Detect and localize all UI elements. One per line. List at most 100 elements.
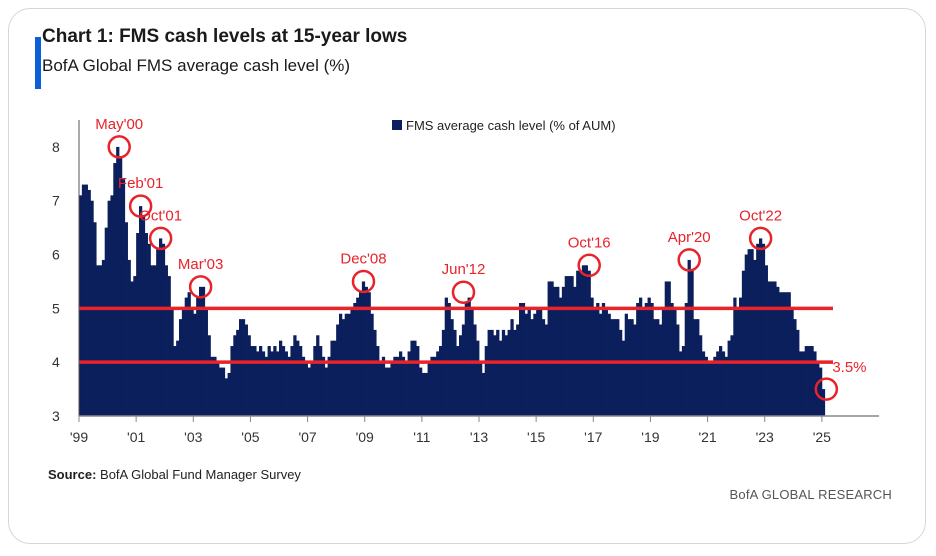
- data-bar-196: [639, 297, 643, 416]
- x-tick-label-1999: '99: [70, 429, 88, 445]
- x-tick-label-2021: '21: [698, 429, 716, 445]
- data-bar-181: [596, 302, 600, 416]
- data-bar-219: [704, 356, 708, 416]
- data-bar-42: [199, 286, 203, 416]
- data-bar-234: [747, 249, 751, 416]
- data-bar-96: [353, 302, 357, 416]
- data-bar-91: [339, 313, 343, 416]
- data-bar-250: [793, 319, 797, 416]
- peak-annotations: May'00 Feb'01 Oct'01 Mar'03 Dec'08 Jun'12 Oct'…: [95, 116, 867, 401]
- data-bar-165: [550, 281, 554, 416]
- data-bar-63: [259, 346, 263, 416]
- annotation-label-2: Oct'01: [139, 207, 182, 224]
- data-bar-169: [561, 286, 566, 416]
- data-bar-211: [681, 346, 686, 416]
- legend-label: FMS average cash level (% of AUM): [406, 118, 616, 133]
- data-bar-57: [241, 319, 246, 416]
- annotation-label-4: Dec'08: [340, 250, 386, 267]
- data-bar-118: [416, 346, 420, 416]
- annotation-circle-7: [677, 248, 701, 272]
- data-bar-252: [799, 351, 803, 416]
- annotation-label-1: Feb'01: [118, 175, 163, 192]
- x-tick-label-2017: '17: [584, 429, 602, 445]
- data-bar-94: [347, 313, 351, 416]
- annotation-label-6: Oct'16: [568, 234, 611, 251]
- legend: FMS average cash level (% of AUM): [392, 118, 616, 133]
- data-bar-19: [133, 276, 137, 416]
- data-bar-221: [710, 362, 714, 416]
- annotation-label-3: Mar'03: [178, 256, 223, 273]
- data-bar-29: [161, 243, 166, 416]
- data-bar-257: [813, 351, 817, 416]
- data-bar-186: [610, 319, 614, 416]
- data-bar-200: [650, 302, 654, 416]
- source-text: BofA Global Fund Manager Survey: [100, 467, 301, 482]
- data-bar-214: [690, 270, 694, 416]
- chart-subtitle: BofA Global FMS average cash level (%): [42, 56, 351, 75]
- data-bar-168: [559, 297, 563, 416]
- data-bar-244: [776, 286, 780, 416]
- data-bar-205: [664, 281, 668, 416]
- data-bar-45: [207, 335, 211, 416]
- data-bar-185: [607, 313, 611, 416]
- y-tick-label-7: 7: [52, 193, 60, 209]
- data-bar-73: [287, 356, 291, 416]
- data-bar-76: [296, 340, 300, 416]
- data-bar-150: [507, 329, 511, 416]
- data-bar-207: [670, 302, 674, 416]
- data-bar-28: [159, 238, 163, 416]
- data-bar-124: [433, 356, 437, 416]
- x-tick-label-2001: '01: [127, 429, 145, 445]
- annotation-circle-0: [107, 135, 131, 159]
- data-bar-8: [101, 259, 106, 416]
- data-bar-11: [110, 195, 114, 416]
- data-bar-107: [384, 367, 388, 416]
- data-bar-133: [459, 335, 463, 416]
- data-bar-173: [573, 286, 577, 416]
- data-bar-54: [233, 335, 237, 416]
- data-bar-70: [279, 340, 283, 416]
- y-tick-label-8: 8: [52, 139, 60, 155]
- data-bar-189: [619, 329, 623, 416]
- data-bar-102: [370, 313, 374, 416]
- data-bar-26: [153, 265, 157, 416]
- data-bar-113: [401, 356, 406, 416]
- annotation-label-7: Apr'20: [668, 229, 711, 246]
- data-bar-108: [387, 367, 391, 416]
- data-bar-190: [621, 340, 626, 416]
- annotation-label-5: Jun'12: [442, 261, 486, 278]
- data-bar-13: [116, 146, 120, 416]
- data-bar-243: [773, 281, 777, 416]
- data-bar-206: [667, 281, 671, 416]
- data-bar-58: [244, 324, 248, 416]
- data-bar-177: [584, 265, 588, 416]
- annotation-circle-6: [577, 253, 601, 278]
- data-bar-182: [599, 313, 603, 416]
- data-bar-145: [493, 335, 497, 416]
- data-bar-16: [124, 222, 128, 416]
- data-bar-46: [210, 356, 214, 416]
- data-bar-112: [399, 351, 403, 416]
- data-bar-238: [759, 238, 763, 416]
- data-bar-141: [481, 372, 486, 416]
- data-bar-60: [250, 346, 254, 416]
- data-bar-115: [407, 351, 411, 416]
- source-note: Source: BofA Global Fund Manager Survey: [48, 467, 301, 482]
- reference-lines: [79, 306, 833, 364]
- data-bar-7: [99, 265, 103, 416]
- data-bar-6: [96, 265, 100, 416]
- data-bar-170: [564, 276, 568, 416]
- data-bar-134: [461, 324, 466, 416]
- data-bar-69: [276, 351, 280, 416]
- annotation-circle-5: [451, 280, 476, 304]
- data-bar-18: [130, 281, 134, 416]
- data-bar-128: [444, 297, 448, 416]
- annotation-label-9: 3.5%: [832, 359, 866, 376]
- data-bar-64: [261, 351, 266, 416]
- data-bar-2: [84, 184, 88, 416]
- data-bar-152: [513, 329, 517, 416]
- data-bar-246: [781, 292, 786, 416]
- data-bar-75: [293, 335, 297, 416]
- data-bar-171: [567, 276, 571, 416]
